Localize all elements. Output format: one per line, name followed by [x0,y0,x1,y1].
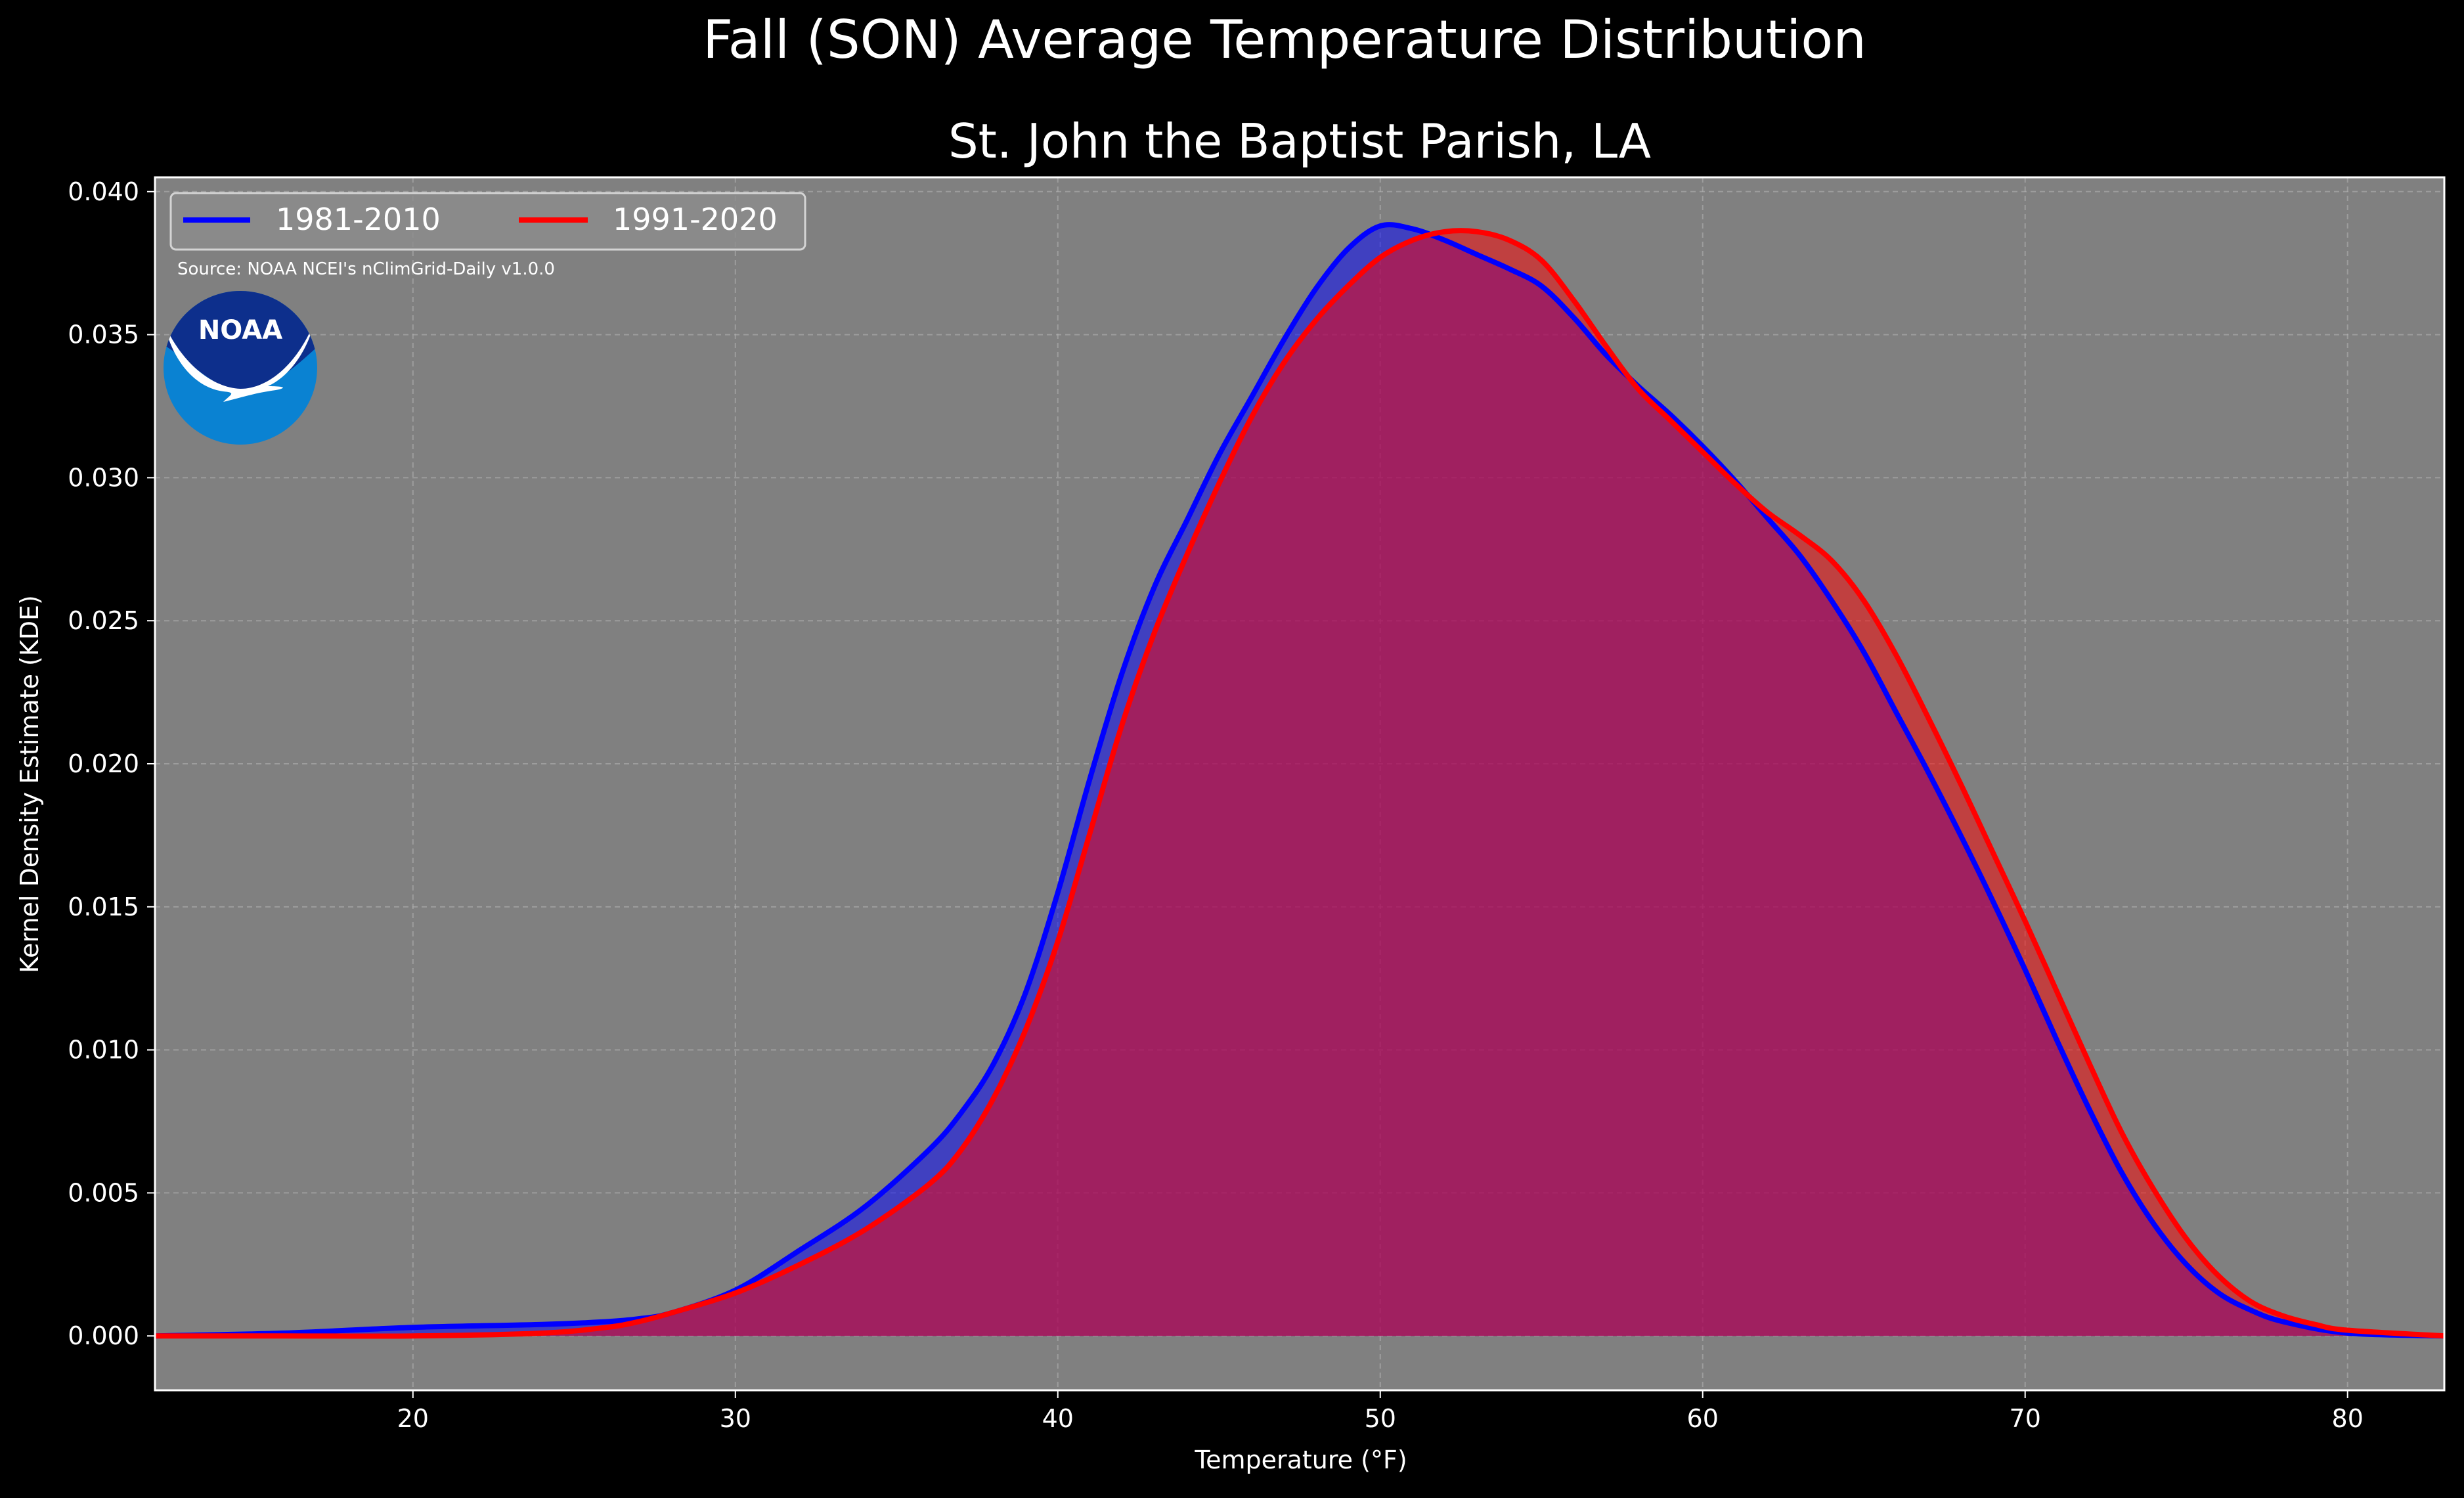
y-tick-label: 0.010 [68,1036,139,1065]
density-lines [155,222,2444,1339]
plot-frame [154,176,2446,1392]
noaa-logo-upper-field [164,291,317,391]
noaa-logo: NOAA [164,291,317,445]
legend-box [169,192,806,251]
x-tick-label: 20 [397,1404,429,1433]
legend: 1981-2010 1991-2020 [169,192,806,251]
density-line-1991-2020 [155,228,2444,1339]
y-tick-label: 0.020 [68,749,139,778]
y-tick-label: 0.000 [68,1321,139,1350]
x-tick-label: 40 [1042,1404,1074,1433]
chart-title: St. John the Baptist Parish, LA [948,114,1651,169]
x-tick-label: 70 [2010,1404,2041,1433]
axis-ticks: 20 30 40 50 60 70 80 0.000 0.005 0.010 0.015 0.020 0… [68,177,2364,1433]
y-tick-label: 0.040 [68,177,139,206]
figure-suptitle: Fall (SON) Average Temperature Distribut… [703,9,1866,70]
x-tick-label: 30 [720,1404,751,1433]
y-tick-label: 0.005 [68,1178,139,1207]
density-fill-1991-2020 [155,231,2444,1336]
noaa-logo-gull-icon [164,323,314,402]
x-tick-label: 80 [2332,1404,2364,1433]
x-axis-label: Temperature (°F) [1194,1445,1407,1474]
noaa-logo-text: NOAA [198,315,282,345]
density-fills [155,225,2444,1336]
legend-label-1991-2020: 1991-2020 [613,202,778,237]
x-tick-label: 50 [1365,1404,1396,1433]
x-tick-label: 60 [1687,1404,1719,1433]
y-tick-label: 0.015 [68,892,139,921]
y-tick-label: 0.035 [68,320,139,349]
source-note: Source: NOAA NCEI's nClimGrid-Daily v1.0… [177,259,555,279]
y-tick-label: 0.030 [68,463,139,492]
y-axis-label: Kernel Density Estimate (KDE) [15,595,44,973]
legend-label-1981-2010: 1981-2010 [276,202,441,237]
y-tick-label: 0.025 [68,606,139,635]
